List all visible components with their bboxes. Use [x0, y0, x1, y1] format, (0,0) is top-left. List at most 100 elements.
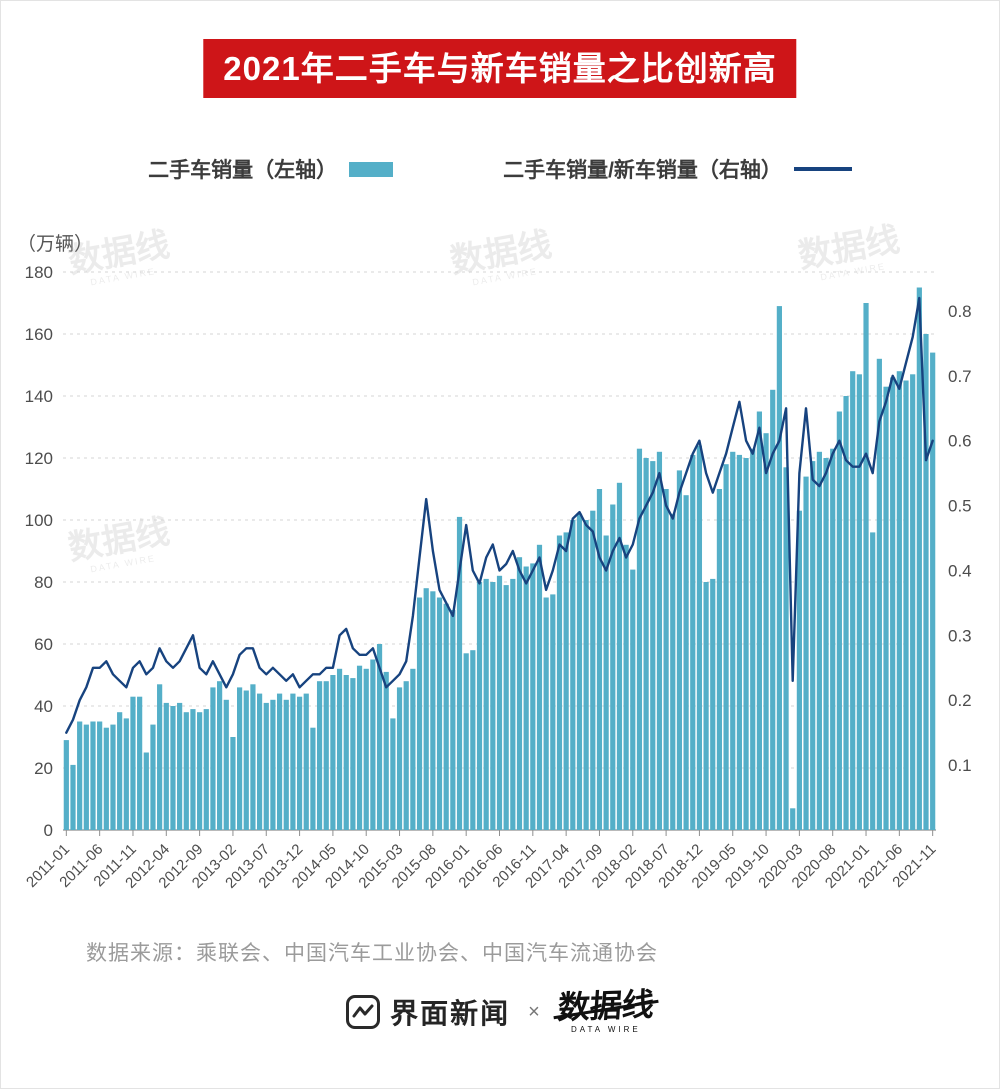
left-axis-unit-label: （万辆） — [17, 234, 94, 255]
bar — [583, 520, 589, 830]
legend-line-swatch — [793, 167, 852, 171]
bar — [623, 544, 629, 830]
left-axis-tick-label: 140 — [25, 387, 53, 406]
bar — [603, 535, 609, 830]
left-axis-tick-label: 160 — [25, 325, 53, 344]
bar — [496, 575, 503, 830]
bar — [923, 334, 929, 830]
bar — [303, 693, 309, 830]
bar — [230, 737, 236, 830]
bar — [117, 712, 123, 830]
bar — [616, 482, 623, 830]
datawire-logo-subtext: DATA WIRE — [570, 1025, 641, 1034]
bar — [483, 578, 489, 830]
bar — [670, 513, 676, 830]
bar — [336, 668, 343, 830]
right-axis-tick-label: 0.1 — [948, 756, 972, 775]
bar — [883, 386, 889, 830]
bar — [316, 681, 323, 830]
bar — [643, 458, 649, 830]
bar — [223, 699, 229, 830]
bar — [396, 687, 403, 830]
bar — [590, 510, 596, 830]
bar — [876, 358, 882, 830]
bar — [70, 764, 76, 830]
bar — [456, 516, 463, 830]
left-axis-tick-label: 0 — [44, 821, 53, 840]
combo-chart: 0 20 40 60 80 100 120 140 160 180 0.1 0.2 0.3 0.4 0.5 0… — [23, 263, 972, 892]
legend-item-line: 二手车销量/新车销量（右轴） — [503, 154, 852, 184]
right-axis-tick-label: 0.6 — [948, 432, 972, 451]
bar — [410, 668, 416, 830]
bar — [510, 578, 516, 830]
bar — [77, 721, 83, 830]
bar — [183, 712, 189, 830]
bar — [263, 702, 269, 830]
bar — [163, 702, 169, 830]
jiemian-logo-icon — [346, 995, 381, 1029]
bar — [916, 287, 922, 830]
bar — [776, 306, 782, 831]
bar — [636, 448, 643, 830]
bar — [490, 582, 496, 830]
bar — [570, 520, 576, 830]
bar — [703, 582, 709, 830]
jiemian-logo-glyph — [352, 1004, 374, 1018]
bar — [770, 389, 776, 830]
bar — [803, 476, 809, 830]
bar — [443, 603, 449, 830]
bar — [83, 724, 89, 830]
bar — [683, 495, 689, 830]
bar — [243, 690, 249, 830]
bar — [790, 808, 796, 830]
bar — [830, 448, 836, 830]
jiemian-logo: 界面新闻 — [346, 992, 510, 1032]
bar — [750, 448, 756, 830]
bar — [143, 752, 149, 830]
left-axis-tick-label: 100 — [25, 511, 53, 530]
bar — [363, 668, 369, 830]
bar — [650, 461, 656, 830]
jiemian-logo-text: 界面新闻 — [390, 998, 511, 1029]
bar — [476, 582, 483, 830]
bar — [870, 532, 876, 830]
bar — [863, 303, 869, 830]
footer-logos: 界面新闻 × 数据线 DATA WIRE — [1, 986, 999, 1038]
datawire-logo-text: 数据线 — [556, 986, 656, 1026]
right-axis-tick-label: 0.8 — [948, 302, 972, 321]
bar — [63, 740, 69, 830]
bar — [103, 727, 109, 830]
bar — [203, 709, 209, 830]
bar — [783, 467, 789, 830]
bar — [190, 709, 196, 830]
bar — [177, 702, 183, 830]
bar — [330, 675, 336, 830]
bar — [503, 585, 509, 830]
bar — [370, 659, 376, 830]
bar — [796, 510, 802, 830]
bar — [343, 675, 349, 830]
bar — [470, 650, 476, 830]
bar — [676, 470, 683, 830]
bar — [856, 374, 862, 830]
bar — [816, 451, 822, 830]
bar — [450, 609, 456, 830]
left-axis-tick-label: 60 — [34, 635, 53, 654]
bar — [97, 721, 103, 830]
bar — [90, 721, 96, 830]
bar — [463, 653, 469, 830]
datawire-logo: 数据线 DATA WIRE — [553, 986, 659, 1034]
right-axis-tick-label: 0.2 — [948, 691, 972, 710]
bar — [323, 681, 329, 830]
bar — [563, 532, 569, 830]
right-axis-tick-label: 0.4 — [948, 561, 972, 580]
bar — [157, 684, 163, 830]
bar — [896, 371, 902, 830]
bar — [543, 597, 549, 830]
bar — [430, 591, 436, 830]
left-axis-tick-label: 180 — [25, 263, 53, 282]
right-axis-tick-label: 0.7 — [948, 367, 972, 386]
bar — [423, 588, 429, 830]
bar — [610, 504, 616, 830]
bar — [436, 597, 443, 830]
